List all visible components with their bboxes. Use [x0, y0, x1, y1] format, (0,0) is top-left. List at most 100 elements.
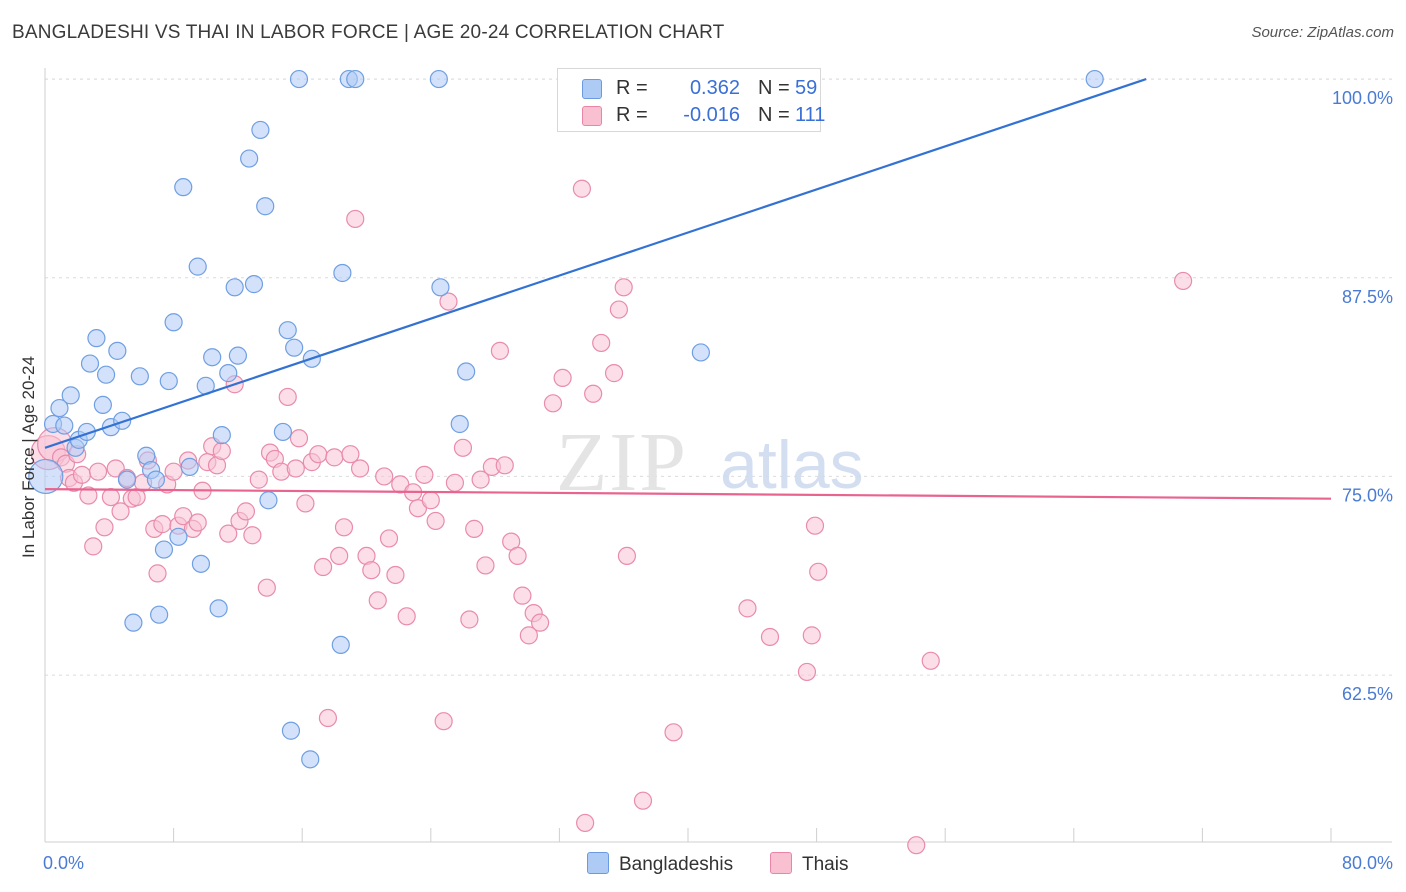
thais-point	[495, 456, 514, 475]
grid-lines	[45, 78, 1392, 676]
thais-point	[553, 368, 572, 387]
thais-point	[318, 708, 338, 728]
thais-point	[805, 516, 825, 535]
y-tick-label: 87.5%	[1342, 287, 1393, 307]
thais-point	[397, 607, 416, 626]
r-label: R =	[616, 104, 648, 126]
x-tick-label: 0.0%	[43, 853, 84, 873]
bangladeshis-point	[191, 554, 211, 573]
bangladeshis-point	[431, 278, 450, 297]
thais-point	[289, 429, 309, 448]
thais-r-value: -0.016	[683, 104, 740, 126]
thais-point	[219, 524, 238, 543]
thais-point	[609, 300, 628, 319]
bangladeshis-legend-swatch	[587, 852, 609, 874]
bangladeshis-point	[278, 321, 297, 340]
bangladeshis-point	[154, 540, 174, 559]
legend-item-bangladeshis: Bangladeshis	[587, 852, 733, 876]
thais-point	[453, 438, 473, 457]
thais-point	[95, 518, 114, 537]
thais-trend-line	[44, 488, 1332, 500]
bangladeshis-point	[180, 457, 199, 476]
axis-labels: 62.5% 75.0% 87.5% 100.0% 0.0% 80.0%	[43, 88, 1393, 873]
thais-point	[576, 813, 595, 833]
bangladeshis-legend-label: Bangladeshis	[619, 854, 734, 875]
bangladeshis-point	[346, 69, 365, 89]
bangladeshis-point	[150, 605, 169, 624]
x-tick-label: 80.0%	[1342, 853, 1393, 873]
thais-point	[101, 487, 121, 507]
bangladeshis-point	[333, 263, 352, 283]
n-label: N =	[758, 104, 790, 126]
bangladeshis-point	[146, 470, 166, 489]
bangladeshis-point	[301, 750, 320, 769]
bangladeshis-point	[164, 313, 183, 332]
thais-point	[313, 557, 333, 577]
y-tick-label: 62.5%	[1342, 684, 1393, 704]
thais-point	[72, 465, 92, 484]
thais-point	[439, 292, 458, 311]
thais-point	[379, 529, 399, 548]
bangladeshis-point	[281, 721, 301, 740]
thais-point	[513, 586, 532, 605]
n-label: N =	[758, 77, 790, 99]
thais-point	[341, 445, 360, 464]
thais-legend-swatch	[770, 852, 792, 874]
bangladeshis-point	[691, 343, 710, 362]
thais-point	[1174, 271, 1193, 291]
y-tick-label: 75.0%	[1342, 485, 1393, 505]
bangladeshis-point	[188, 257, 207, 276]
thais-point	[278, 387, 297, 407]
thais-point	[346, 209, 365, 229]
source-label: Source: ZipAtlas.com	[1251, 24, 1394, 41]
thais-point	[543, 394, 563, 413]
y-axis-label: In Labor Force | Age 20-24	[19, 356, 38, 558]
thais-point	[334, 518, 354, 537]
bangladeshis-point	[61, 386, 80, 405]
bangladeshis-point	[159, 371, 178, 391]
thais-point	[362, 561, 381, 580]
thais-point	[797, 662, 817, 682]
bangladeshis-point	[117, 470, 137, 489]
bangladeshis-point	[209, 599, 228, 618]
thais-point	[604, 364, 624, 383]
bangladeshis-point	[251, 120, 270, 140]
thais-point	[760, 627, 780, 647]
thais-n-value: 111	[795, 104, 826, 126]
thais-point	[330, 546, 349, 566]
bangladeshis-point	[240, 149, 259, 168]
thais-point	[508, 546, 527, 566]
thais-point	[84, 537, 103, 556]
thais-point	[188, 513, 207, 532]
thais-point	[421, 491, 440, 510]
y-tick-label: 100.0%	[1332, 88, 1393, 108]
thais-point	[415, 465, 434, 484]
thais-point	[296, 494, 315, 513]
bangladeshis-point	[96, 365, 116, 384]
bangladeshis-point	[130, 367, 149, 386]
r-label: R =	[616, 77, 648, 99]
thais-legend-label: Thais	[802, 854, 849, 875]
thais-point	[445, 473, 465, 492]
thais-point	[617, 546, 637, 566]
bangladeshis-point	[457, 362, 476, 381]
bangladeshis-point	[28, 458, 64, 495]
thais-point	[460, 610, 479, 629]
thais-point	[111, 502, 130, 521]
bangladeshis-point	[50, 398, 69, 418]
bangladeshis-n-value: 59	[795, 77, 818, 99]
bangladeshis-swatch	[582, 79, 602, 99]
bangladeshis-point	[219, 364, 238, 383]
thais-point	[476, 556, 495, 575]
chart-title: BANGLADESHI VS THAI IN LABOR FORCE | AGE…	[12, 22, 725, 43]
thais-point	[243, 526, 262, 545]
trend-lines	[44, 78, 1332, 500]
bangladeshis-point	[228, 346, 247, 365]
bangladeshis-trend-line	[44, 78, 1147, 449]
watermark-atlas: atlas	[720, 427, 864, 503]
thais-point	[531, 613, 550, 632]
thais-point	[386, 565, 405, 585]
thais-point	[79, 486, 98, 505]
thais-point	[664, 723, 683, 742]
